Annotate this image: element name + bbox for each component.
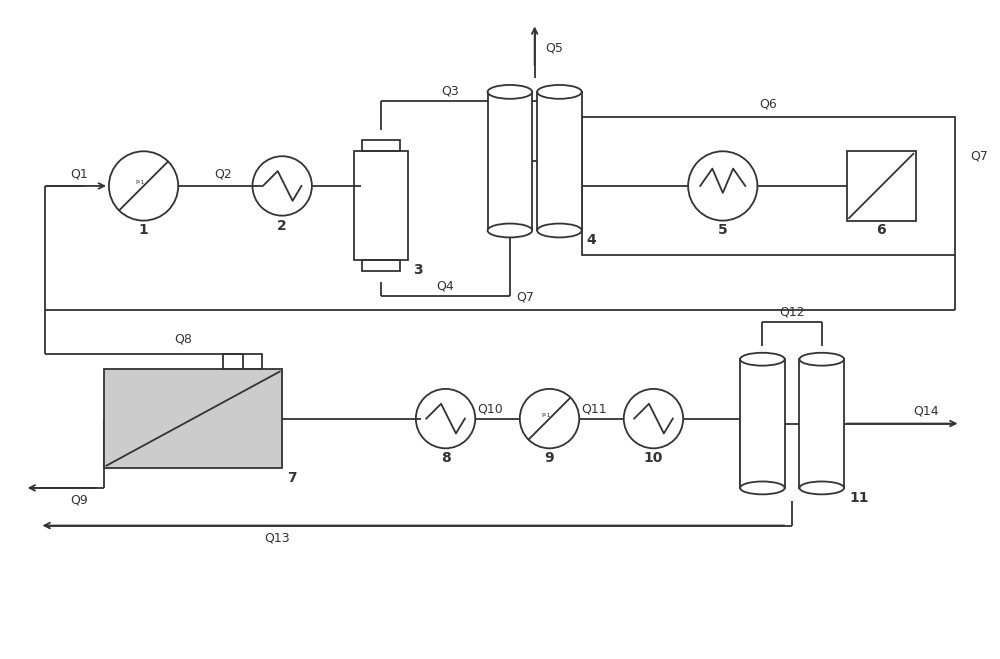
Ellipse shape [799, 482, 844, 494]
Text: Q7: Q7 [970, 150, 988, 163]
Ellipse shape [799, 353, 844, 366]
Text: Q6: Q6 [760, 98, 777, 111]
Bar [354, 152, 408, 260]
Bar [740, 359, 785, 488]
Text: Q10: Q10 [477, 402, 503, 415]
Text: 1: 1 [139, 223, 148, 237]
Text: Q3: Q3 [442, 84, 459, 98]
Text: 11: 11 [849, 491, 868, 505]
Text: 7: 7 [287, 471, 297, 485]
Bar [537, 92, 582, 231]
Bar [362, 140, 400, 152]
Bar [362, 260, 400, 271]
Text: Q14: Q14 [913, 405, 939, 418]
Text: 6: 6 [876, 223, 886, 237]
Ellipse shape [740, 353, 785, 366]
Text: Q2: Q2 [214, 167, 232, 180]
Text: Q9: Q9 [70, 494, 88, 507]
Bar [847, 152, 916, 221]
Text: P·1: P·1 [542, 413, 551, 418]
Text: P·1: P·1 [135, 180, 145, 185]
Bar [799, 359, 844, 488]
Ellipse shape [537, 85, 582, 99]
Bar [223, 355, 262, 369]
Text: Q4: Q4 [437, 279, 454, 293]
Text: 2: 2 [277, 219, 287, 233]
Bar [104, 369, 282, 468]
Bar [488, 92, 532, 231]
Ellipse shape [537, 223, 582, 237]
Text: 5: 5 [718, 223, 728, 237]
Ellipse shape [488, 223, 532, 237]
Text: Q5: Q5 [546, 42, 563, 55]
Text: Q7: Q7 [516, 291, 534, 304]
Text: Q11: Q11 [581, 402, 607, 415]
Text: Q12: Q12 [779, 305, 805, 318]
Text: 8: 8 [441, 451, 450, 465]
Ellipse shape [488, 85, 532, 99]
Text: 4: 4 [587, 233, 596, 247]
Text: Q8: Q8 [174, 333, 192, 346]
Text: Q13: Q13 [264, 531, 290, 544]
Ellipse shape [740, 482, 785, 494]
Text: 9: 9 [545, 451, 554, 465]
Text: 3: 3 [413, 263, 423, 277]
Text: 10: 10 [644, 451, 663, 465]
Bar [582, 117, 955, 255]
Text: Q1: Q1 [70, 167, 88, 180]
